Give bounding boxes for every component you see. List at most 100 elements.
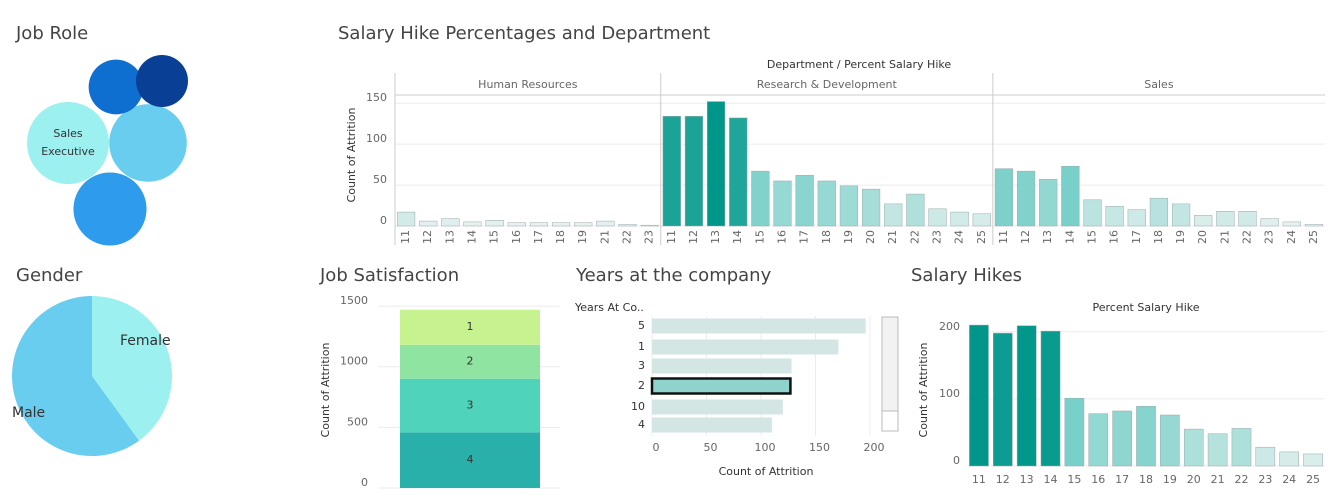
bar-segment bbox=[400, 344, 540, 379]
bar bbox=[906, 193, 925, 227]
x-tick-label: 150 bbox=[809, 441, 830, 454]
x-tick-label: 20 bbox=[864, 230, 877, 244]
bar-segment bbox=[400, 378, 540, 433]
x-tick-label: 200 bbox=[864, 441, 885, 454]
bar bbox=[652, 358, 792, 374]
bar bbox=[396, 211, 416, 227]
bar bbox=[652, 339, 839, 355]
bar bbox=[650, 377, 792, 395]
bar bbox=[684, 116, 704, 227]
x-tick-label: 11 bbox=[997, 230, 1010, 244]
bubble-label-box: Sales Executive bbox=[41, 127, 95, 158]
x-tick-label: 18 bbox=[554, 230, 567, 244]
bar bbox=[1194, 215, 1213, 227]
bar bbox=[884, 203, 903, 227]
bar bbox=[1282, 221, 1301, 227]
chart-header: Years At Co.. bbox=[574, 301, 644, 314]
bar bbox=[652, 417, 772, 433]
y-tick-label: 0 bbox=[953, 454, 960, 467]
y-tick-label: 200 bbox=[939, 320, 960, 333]
x-tick-label: 16 bbox=[1091, 473, 1105, 486]
bar bbox=[839, 185, 859, 227]
bar bbox=[950, 211, 969, 227]
bar bbox=[795, 174, 814, 227]
bar bbox=[729, 117, 748, 227]
x-tick-label: 16 bbox=[776, 230, 789, 244]
x-tick-label: 17 bbox=[798, 230, 811, 244]
bar bbox=[751, 170, 770, 227]
axis-title: Count of Attrition bbox=[719, 465, 814, 478]
bar-segment bbox=[400, 432, 540, 488]
bar bbox=[1231, 428, 1252, 467]
bar bbox=[618, 224, 637, 227]
bar bbox=[652, 399, 783, 415]
bar bbox=[441, 218, 460, 227]
x-tick-label: 17 bbox=[1115, 473, 1129, 486]
x-tick-label: 15 bbox=[753, 230, 766, 244]
bar bbox=[773, 180, 792, 227]
y-tick-label: 5 bbox=[638, 319, 645, 332]
chart-title: Years at the company bbox=[575, 265, 772, 286]
axis-title: Count of Attrition bbox=[319, 343, 332, 438]
segment-label: 1 bbox=[467, 320, 474, 333]
y-tick-label: 1000 bbox=[340, 355, 368, 368]
bar bbox=[551, 222, 571, 227]
x-tick-label: 19 bbox=[1163, 473, 1177, 486]
x-tick-label: 18 bbox=[1139, 473, 1153, 486]
y-tick-label: 4 bbox=[638, 418, 645, 431]
x-tick-label: 17 bbox=[532, 230, 545, 244]
chart-title: Gender bbox=[16, 265, 83, 286]
chart-title: Salary Hike Percentages and Department bbox=[338, 23, 710, 44]
y-tick-label: 500 bbox=[347, 415, 368, 428]
x-tick-label: 11 bbox=[399, 230, 412, 244]
y-tick-label: 100 bbox=[939, 387, 960, 400]
y-tick-label: 100 bbox=[366, 132, 387, 145]
facet-label: Research & Development bbox=[757, 78, 898, 91]
x-tick-label: 20 bbox=[1196, 230, 1209, 244]
x-tick-label: 17 bbox=[1130, 230, 1143, 244]
bar bbox=[1127, 209, 1146, 227]
scrollbar-thumb bbox=[881, 410, 899, 432]
bar bbox=[1207, 433, 1228, 467]
bar bbox=[662, 116, 681, 227]
x-tick-label: 25 bbox=[975, 230, 988, 244]
segment-label: 4 bbox=[467, 453, 474, 466]
facet-label: Human Resources bbox=[478, 78, 578, 91]
bubble bbox=[73, 172, 147, 246]
x-tick-label: 24 bbox=[1285, 230, 1298, 244]
x-tick-label: 19 bbox=[1174, 230, 1187, 244]
x-tick-label: 12 bbox=[687, 230, 700, 244]
x-tick-label: 24 bbox=[1282, 473, 1296, 486]
bar bbox=[1216, 211, 1235, 227]
x-tick-label: 25 bbox=[1307, 230, 1320, 244]
slice-label: Male bbox=[12, 405, 45, 421]
x-tick-label: 12 bbox=[996, 473, 1010, 486]
x-tick-label: 23 bbox=[643, 230, 656, 244]
y-tick-label: 0 bbox=[361, 476, 368, 489]
x-tick-label: 18 bbox=[1152, 230, 1165, 244]
pie-slice bbox=[92, 296, 173, 441]
bar bbox=[1039, 179, 1058, 227]
bubble bbox=[109, 104, 187, 182]
bar bbox=[1149, 197, 1169, 227]
bar bbox=[994, 168, 1014, 227]
x-tick-label: 0 bbox=[653, 441, 660, 454]
bar bbox=[596, 220, 615, 227]
bar bbox=[817, 180, 836, 227]
x-tick-label: 15 bbox=[1067, 473, 1081, 486]
bar bbox=[1260, 218, 1279, 227]
bar bbox=[1112, 410, 1132, 467]
bar bbox=[1183, 428, 1204, 467]
bar bbox=[972, 213, 991, 227]
x-tick-label: 11 bbox=[972, 473, 986, 486]
bubble-label: Sales Executive bbox=[41, 127, 95, 158]
x-tick-label: 21 bbox=[886, 230, 899, 244]
y-tick-label: 1 bbox=[638, 340, 645, 353]
pie-slice bbox=[12, 296, 140, 456]
x-tick-label: 22 bbox=[621, 230, 634, 244]
bar bbox=[1016, 170, 1036, 227]
bar-segment bbox=[400, 309, 540, 345]
x-tick-label: 50 bbox=[704, 441, 718, 454]
bar bbox=[928, 208, 947, 227]
x-tick-label: 12 bbox=[1019, 230, 1032, 244]
